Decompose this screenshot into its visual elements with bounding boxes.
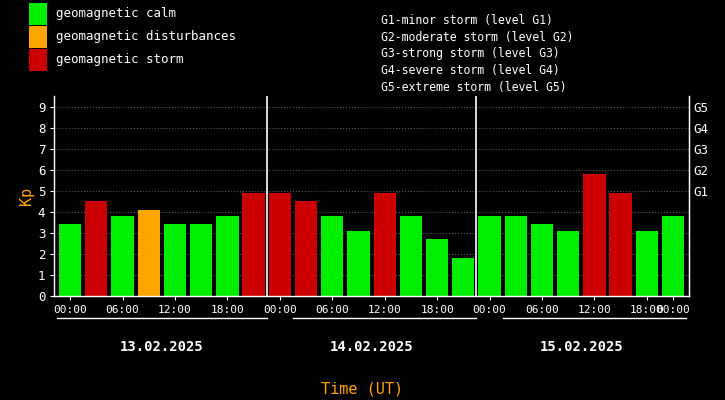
Text: G1-minor storm (level G1): G1-minor storm (level G1) <box>381 14 552 27</box>
Bar <box>610 193 631 296</box>
Text: Time (UT): Time (UT) <box>321 381 404 396</box>
Bar <box>216 216 239 296</box>
Y-axis label: Kp: Kp <box>19 187 33 205</box>
Bar <box>557 231 579 296</box>
Text: G5-extreme storm (level G5): G5-extreme storm (level G5) <box>381 81 566 94</box>
Text: geomagnetic storm: geomagnetic storm <box>56 54 183 66</box>
Text: geomagnetic calm: geomagnetic calm <box>56 8 176 20</box>
Text: G3-strong storm (level G3): G3-strong storm (level G3) <box>381 48 560 60</box>
Text: geomagnetic disturbances: geomagnetic disturbances <box>56 30 236 44</box>
Bar <box>295 201 317 296</box>
Bar <box>190 224 212 296</box>
Bar <box>164 224 186 296</box>
Bar <box>399 216 422 296</box>
Bar <box>505 216 527 296</box>
Bar <box>138 210 160 296</box>
Bar <box>373 193 396 296</box>
Bar <box>321 216 344 296</box>
Bar <box>478 216 501 296</box>
Bar <box>452 258 474 296</box>
Bar <box>662 216 684 296</box>
Bar <box>347 231 370 296</box>
Bar <box>636 231 658 296</box>
Text: G2-moderate storm (level G2): G2-moderate storm (level G2) <box>381 31 573 44</box>
Bar <box>59 224 81 296</box>
Bar <box>269 193 291 296</box>
Bar <box>112 216 133 296</box>
Bar <box>531 224 553 296</box>
Text: G4-severe storm (level G4): G4-severe storm (level G4) <box>381 64 560 77</box>
Text: 13.02.2025: 13.02.2025 <box>120 340 204 354</box>
Text: 15.02.2025: 15.02.2025 <box>539 340 624 354</box>
Bar <box>426 239 448 296</box>
Bar <box>242 193 265 296</box>
Text: 14.02.2025: 14.02.2025 <box>330 340 413 354</box>
Bar <box>583 174 605 296</box>
Bar <box>85 201 107 296</box>
